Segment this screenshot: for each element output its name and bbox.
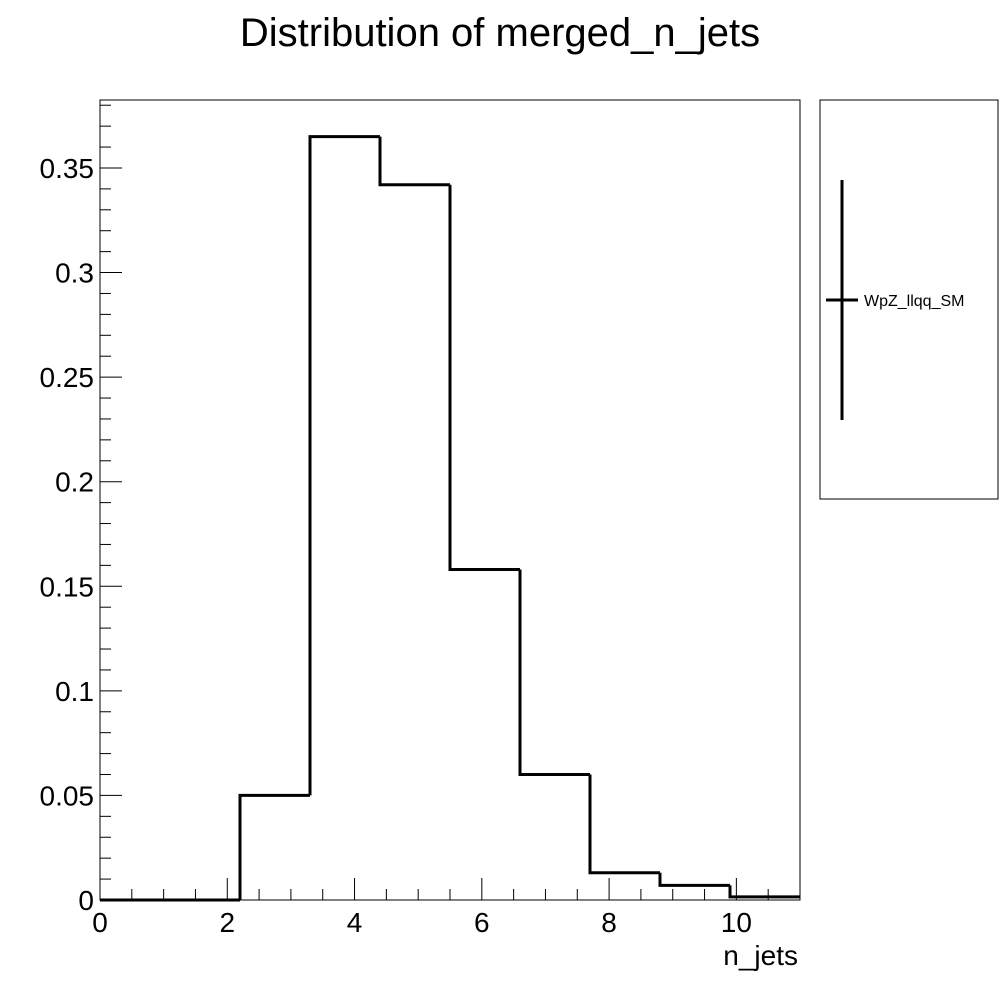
x-tick-label: 6 [474, 907, 490, 938]
y-tick-label: 0.3 [55, 258, 94, 289]
y-tick-label: 0.15 [40, 571, 95, 602]
x-tick-label: 8 [601, 907, 617, 938]
y-tick-label: 0 [78, 885, 94, 916]
y-tick-label: 0.05 [40, 780, 95, 811]
legend-entry-label: WpZ_llqq_SM [864, 293, 964, 310]
x-axis-label: n_jets [723, 940, 798, 971]
histogram-bin [238, 793, 310, 900]
histogram-bin [378, 136, 450, 187]
x-tick-label: 2 [219, 907, 235, 938]
chart-title: Distribution of merged_n_jets [240, 11, 760, 55]
x-tick-label: 10 [721, 907, 752, 938]
histogram-bin [588, 774, 660, 875]
histogram-bin [518, 569, 590, 777]
x-tick-label: 4 [347, 907, 363, 938]
y-tick-label: 0.1 [55, 676, 94, 707]
y-tick-label: 0.35 [40, 153, 95, 184]
histogram-bin [658, 872, 730, 887]
histogram-bin [728, 885, 800, 899]
histogram-bin [448, 184, 520, 572]
x-tick-label: 0 [92, 907, 108, 938]
histogram-bin [308, 135, 380, 796]
y-tick-label: 0.25 [40, 362, 95, 393]
legend: WpZ_llqq_SM [819, 99, 999, 500]
y-tick-label: 0.2 [55, 467, 94, 498]
